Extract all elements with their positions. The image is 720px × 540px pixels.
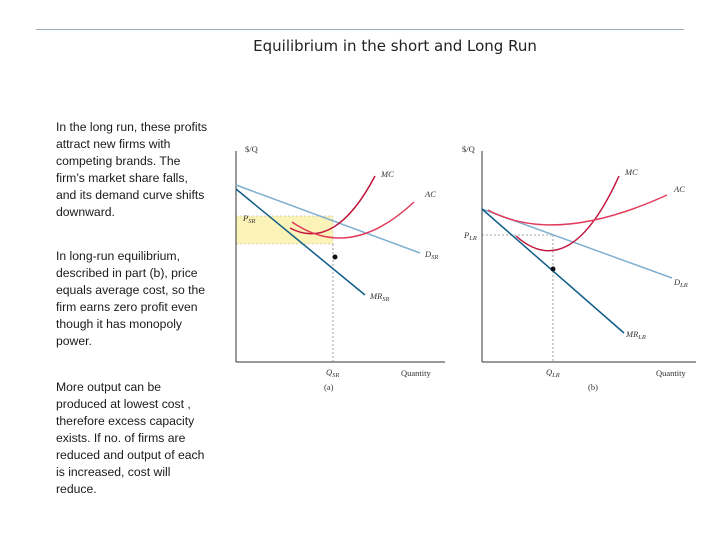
price-symbol-a: P [242, 213, 248, 223]
demand-curve-a [235, 184, 421, 254]
demand-symbol-b: D [673, 277, 681, 287]
demand-symbol-a: D [424, 249, 432, 259]
mc-label-a: MC [380, 169, 394, 179]
slide-title: Equilibrium in the short and Long Run [253, 37, 537, 55]
price-sub-b: LR [468, 235, 477, 242]
quantity-label-b: QLR [546, 367, 560, 379]
mr-sub-a: SR [382, 296, 389, 303]
demand-label-b: DLR [673, 277, 688, 289]
quantity-sub-b: LR [551, 372, 560, 379]
paragraph-excess-capacity: More output can be produced at lowest co… [56, 380, 205, 496]
demand-sub-b: LR [679, 282, 688, 289]
y-axis-label-a: $/Q [245, 144, 258, 154]
mc-label-b: MC [624, 167, 638, 177]
price-symbol-b: P [463, 230, 469, 240]
demand-label-a: DSR [424, 249, 438, 261]
paragraph-long-run-entry: In the long run, these profits attract n… [56, 120, 208, 219]
mr-sub-b: LR [637, 334, 646, 341]
mr-symbol-b: MR [625, 329, 639, 339]
mc-curve-b [515, 175, 620, 252]
equilibrium-point-b [550, 266, 556, 272]
ac-label-a: AC [424, 189, 436, 199]
mr-symbol-a: MR [369, 291, 383, 301]
mr-curve-a [235, 188, 366, 296]
mr-label-b: MRLR [625, 329, 646, 341]
quantity-sub-a: SR [332, 372, 339, 379]
mr-label-a: MRSR [369, 291, 390, 303]
caption-b: (b) [588, 382, 598, 392]
price-label-a: PSR [242, 213, 255, 225]
header-divider [36, 29, 684, 30]
x-axis-label-a: Quantity [401, 368, 431, 378]
panel-a: $/Q Quantity (a) PSR QSR MC AC DSR MRSR [235, 144, 445, 392]
ac-label-b: AC [673, 184, 685, 194]
ac-curve-a [291, 201, 415, 239]
profit-area-a [235, 215, 334, 245]
quantity-symbol-a: Q [326, 367, 332, 377]
equilibrium-point-a [332, 254, 338, 260]
price-label-b: PLR [463, 230, 477, 242]
paragraph-long-run-equilibrium: In long-run equilibrium, described in pa… [56, 249, 206, 348]
mc-curve-a [289, 175, 376, 235]
y-axis-label-b: $/Q [462, 144, 475, 154]
quantity-label-a: QSR [326, 367, 339, 379]
demand-sub-a: SR [431, 254, 438, 261]
x-axis-label-b: Quantity [656, 368, 686, 378]
ac-curve-b [487, 194, 668, 226]
panel-b: $/Q Quantity (b) PLR QLR MC AC DLR MRLR [462, 144, 696, 392]
quantity-symbol-b: Q [546, 367, 552, 377]
caption-a: (a) [324, 382, 334, 392]
price-sub-a: SR [248, 218, 255, 225]
